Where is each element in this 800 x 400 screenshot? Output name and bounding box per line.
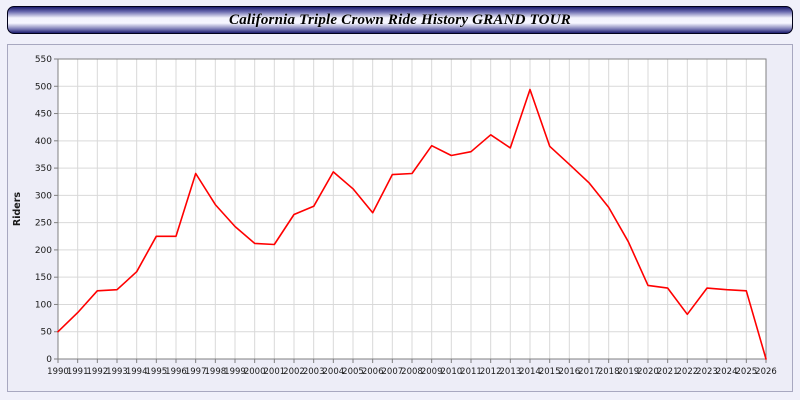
svg-text:2025: 2025 [736,367,758,377]
svg-text:550: 550 [35,55,52,65]
svg-text:150: 150 [35,273,52,283]
svg-text:2010: 2010 [441,367,463,377]
svg-text:2020: 2020 [637,367,659,377]
svg-text:1992: 1992 [87,367,109,377]
svg-text:1996: 1996 [165,367,187,377]
svg-text:1991: 1991 [67,367,89,377]
svg-text:2024: 2024 [716,367,738,377]
svg-text:100: 100 [35,300,52,310]
svg-text:1995: 1995 [146,367,168,377]
svg-text:300: 300 [35,191,52,201]
svg-text:250: 250 [35,219,52,229]
svg-text:2002: 2002 [283,367,305,377]
svg-text:450: 450 [35,110,52,120]
svg-text:2001: 2001 [264,367,286,377]
svg-text:2004: 2004 [323,367,345,377]
chart-panel: 0 50 100 150 200 250 300 350 400 450 500 550 1990 199… [7,44,793,392]
svg-text:500: 500 [35,82,52,92]
svg-text:200: 200 [35,246,52,256]
svg-text:50: 50 [41,328,53,338]
svg-text:2022: 2022 [677,367,699,377]
svg-text:400: 400 [35,137,52,147]
riders-line-chart: 0501001502002503003504004505005501990199… [12,55,777,377]
svg-text:1994: 1994 [126,367,148,377]
svg-text:2007: 2007 [382,367,404,377]
svg-text:2021: 2021 [657,367,679,377]
svg-text:2008: 2008 [401,367,423,377]
svg-text:2009: 2009 [421,367,443,377]
y-axis-label: Riders [12,192,23,227]
svg-text:2017: 2017 [578,367,600,377]
svg-text:2014: 2014 [519,367,541,377]
svg-text:2023: 2023 [696,367,718,377]
svg-text:2005: 2005 [342,367,364,377]
svg-text:2000: 2000 [244,367,266,377]
svg-text:350: 350 [35,164,52,174]
svg-text:2015: 2015 [539,367,561,377]
svg-text:2019: 2019 [618,367,640,377]
chart-title-bar: California Triple Crown Ride History GRA… [7,6,793,34]
svg-text:1997: 1997 [185,367,207,377]
svg-text:2016: 2016 [559,367,581,377]
svg-text:2012: 2012 [480,367,502,377]
svg-text:1999: 1999 [224,367,246,377]
svg-text:2011: 2011 [460,367,482,377]
svg-text:1990: 1990 [47,367,69,377]
svg-text:2026: 2026 [755,367,777,377]
svg-text:0: 0 [46,355,52,365]
svg-text:1998: 1998 [205,367,227,377]
svg-text:2013: 2013 [500,367,522,377]
riders-series-line [57,88,767,360]
svg-text:2006: 2006 [362,367,384,377]
chart-title: California Triple Crown Ride History GRA… [229,11,571,28]
svg-text:2018: 2018 [598,367,620,377]
svg-text:2003: 2003 [303,367,325,377]
svg-text:1993: 1993 [106,367,128,377]
